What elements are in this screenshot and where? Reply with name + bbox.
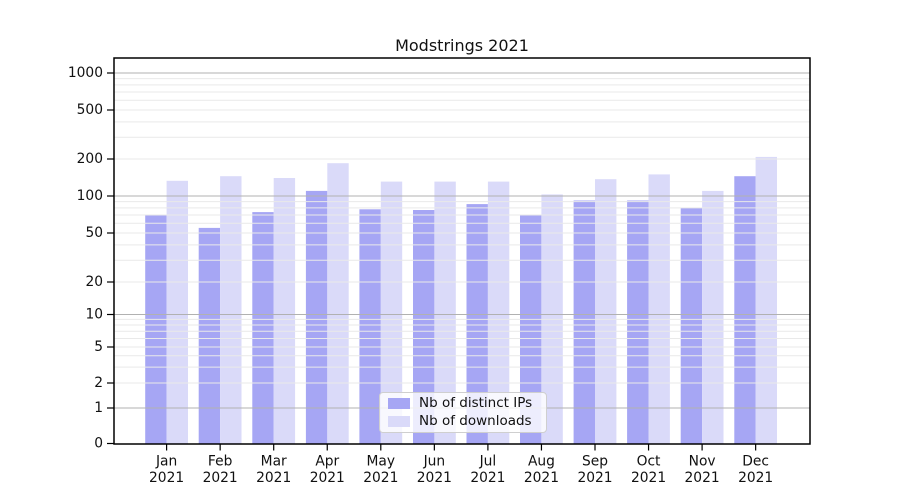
- bar-distinct-ips: [359, 209, 381, 444]
- bar-distinct-ips: [305, 190, 328, 444]
- plot-border: [113, 57, 811, 445]
- bar-downloads: [702, 190, 724, 444]
- bar-downloads: [273, 178, 296, 444]
- x-tick-label-year: 2021: [524, 470, 559, 486]
- y-tick-label: 50: [85, 225, 103, 241]
- x-tick-label-month: Dec: [742, 454, 769, 470]
- bar-distinct-ips: [627, 200, 649, 444]
- x-tick-label-month: Aug: [528, 454, 555, 470]
- x-tick-label-year: 2021: [256, 470, 291, 486]
- x-tick-label-month: Jul: [479, 454, 497, 470]
- y-tick-label: 20: [85, 274, 103, 290]
- x-tick-label-year: 2021: [149, 470, 184, 486]
- x-tick-label-month: Jun: [423, 454, 446, 470]
- x-tick-label-year: 2021: [363, 470, 398, 486]
- bar-downloads: [595, 179, 617, 444]
- bar-distinct-ips: [413, 210, 435, 444]
- x-tick-label-year: 2021: [203, 470, 238, 486]
- bar-distinct-ips: [520, 215, 542, 444]
- y-tick-label: 10: [85, 307, 103, 323]
- y-tick-label: 0: [94, 436, 103, 452]
- x-tick-label-month: Oct: [637, 454, 661, 470]
- bar-distinct-ips: [466, 204, 488, 444]
- x-tick-label-year: 2021: [631, 470, 666, 486]
- x-tick-label-month: Feb: [208, 454, 232, 470]
- bar-distinct-ips: [734, 176, 756, 444]
- legend-label-downloads: Nb of downloads: [419, 413, 532, 429]
- legend-label-distinct-ips: Nb of distinct IPs: [419, 395, 533, 411]
- x-tick-label-month: Apr: [315, 454, 339, 470]
- y-tick-label: 1000: [68, 65, 103, 81]
- x-tick-label-month: Jan: [155, 454, 177, 470]
- y-tick-label: 1: [94, 400, 103, 416]
- legend-swatch-distinct-ips: [388, 398, 410, 409]
- bar-distinct-ips: [145, 215, 167, 444]
- y-tick-label: 2: [94, 375, 103, 391]
- x-tick-label-month: Sep: [582, 454, 608, 470]
- x-tick-label-year: 2021: [470, 470, 505, 486]
- bar-distinct-ips: [680, 207, 703, 444]
- y-tick-label: 200: [77, 151, 103, 167]
- x-tick-label-year: 2021: [685, 470, 720, 486]
- x-tick-label-year: 2021: [310, 470, 345, 486]
- x-tick-label-year: 2021: [738, 470, 773, 486]
- bar-downloads: [648, 174, 670, 444]
- bar-downloads: [166, 180, 188, 445]
- y-tick-label: 100: [77, 188, 103, 204]
- legend-swatch-downloads: [388, 416, 410, 427]
- legend-item-distinct-ips: Nb of distinct IPs: [388, 396, 546, 411]
- bar-downloads: [327, 163, 349, 444]
- bar-distinct-ips: [252, 212, 274, 444]
- bar-distinct-ips: [573, 200, 595, 444]
- bar-downloads: [487, 181, 510, 444]
- x-tick-label-month: Mar: [261, 454, 287, 470]
- y-tick-label: 5: [94, 339, 103, 355]
- x-tick-label-month: May: [367, 454, 396, 470]
- x-tick-label-month: Nov: [689, 454, 716, 470]
- bar-downloads: [755, 156, 777, 444]
- bar-downloads: [380, 181, 403, 444]
- legend: Nb of distinct IPs Nb of downloads: [379, 392, 547, 433]
- x-tick-label-year: 2021: [577, 470, 612, 486]
- y-tick-label: 500: [77, 102, 103, 118]
- legend-item-downloads: Nb of downloads: [388, 414, 546, 429]
- x-tick-label-year: 2021: [417, 470, 452, 486]
- bar-downloads: [434, 181, 456, 444]
- chart-title: Modstrings 2021: [395, 36, 529, 55]
- bar-downloads: [220, 176, 242, 444]
